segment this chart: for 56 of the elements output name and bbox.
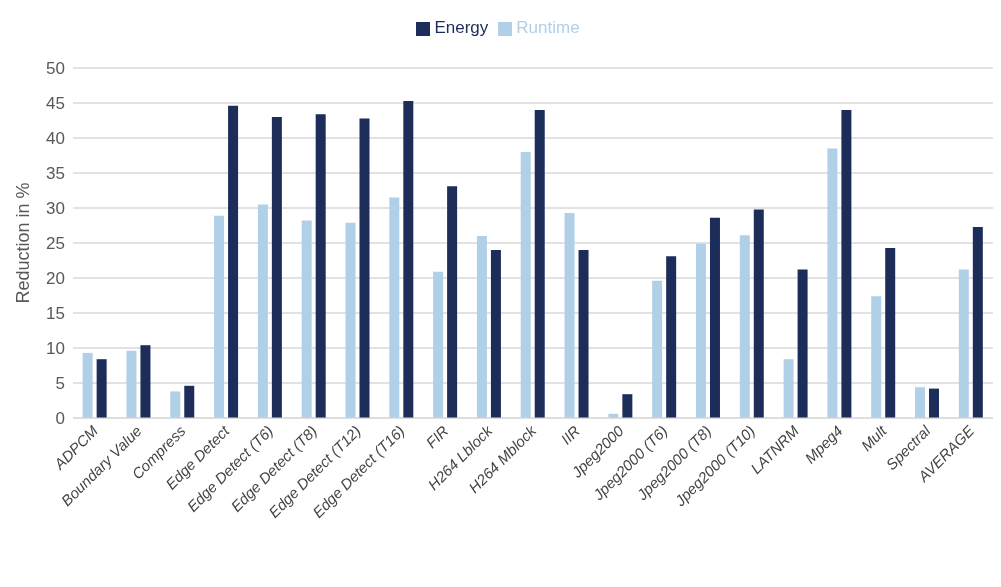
y-tick-label: 5: [55, 374, 65, 394]
bar: [564, 212, 575, 418]
bar: [257, 204, 268, 418]
y-tick-label: 35: [46, 164, 65, 184]
y-tick-label: 45: [46, 94, 65, 114]
y-tick-label: 30: [46, 199, 65, 219]
bar: [301, 220, 312, 418]
bar: [170, 391, 181, 418]
y-tick-label: 50: [46, 59, 65, 79]
bar: [389, 197, 400, 418]
y-tick-label: 15: [46, 304, 65, 324]
bar: [433, 271, 444, 418]
bar: [359, 118, 370, 418]
legend-label: Runtime: [516, 18, 580, 37]
bar: [929, 388, 940, 418]
bar: [827, 148, 838, 418]
bar: [345, 222, 356, 418]
bar: [666, 256, 677, 418]
bar: [797, 269, 808, 418]
bar: [841, 110, 852, 418]
bar: [753, 209, 764, 418]
bar: [271, 117, 282, 418]
bar: [82, 352, 93, 418]
bar: [652, 280, 663, 418]
bar: [214, 215, 225, 418]
y-tick-label: 0: [55, 409, 65, 429]
bar: [871, 296, 882, 418]
y-tick-label: 40: [46, 129, 65, 149]
x-tick-label: FIR: [422, 421, 452, 452]
bar: [695, 243, 706, 418]
bar: [739, 235, 750, 418]
bar: [476, 236, 487, 418]
y-tick-label: 20: [46, 269, 65, 289]
bar: [534, 110, 545, 418]
bar: [972, 226, 983, 418]
bar: [578, 250, 589, 418]
y-axis-title: Reduction in %: [13, 182, 34, 304]
bar: [622, 394, 633, 418]
bar: [96, 359, 107, 418]
bar: [126, 350, 137, 418]
bar: [958, 269, 969, 418]
bar: [490, 250, 501, 418]
y-tick-label: 25: [46, 234, 65, 254]
bar: [403, 100, 414, 418]
bar: [228, 105, 239, 418]
bar: [184, 385, 195, 418]
bar: [447, 186, 458, 418]
bar: [709, 217, 720, 418]
bar: [915, 387, 926, 418]
bar: [520, 152, 531, 418]
bar: [885, 247, 896, 418]
y-tick-label: 10: [46, 339, 65, 359]
legend-label: Energy: [434, 18, 489, 37]
bar: [140, 345, 151, 418]
bar: [783, 359, 794, 418]
bar: [315, 114, 326, 418]
